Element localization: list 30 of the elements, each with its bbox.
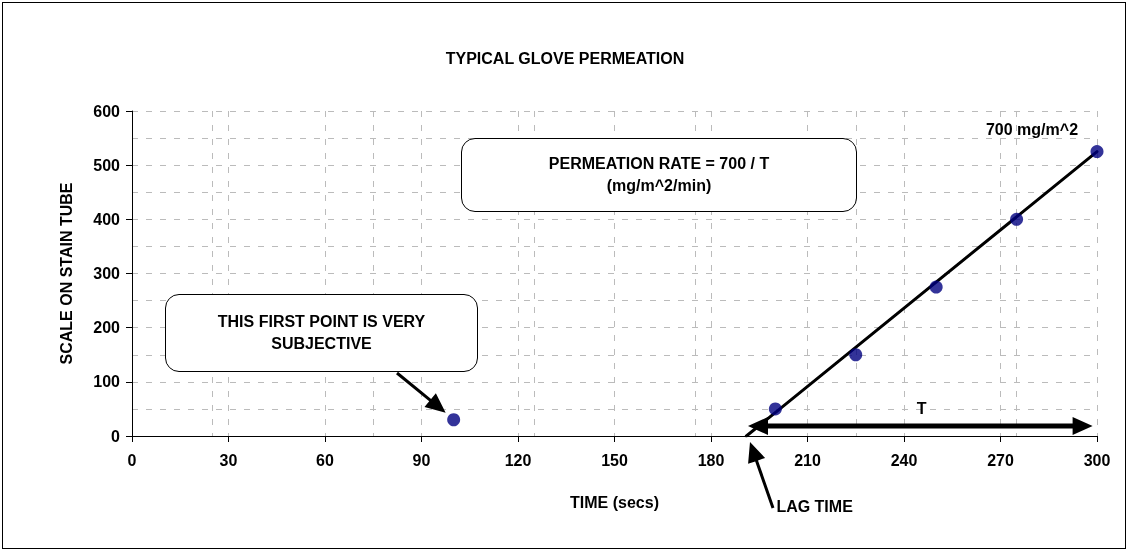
point (1010, 212, 1024, 226)
x-tick-label: 0 (127, 451, 137, 469)
point (849, 348, 863, 362)
x-tick-label: 150 (601, 451, 628, 469)
annotation: T (915, 399, 928, 419)
x-tick-label: 120 (504, 451, 532, 469)
x-tick-label: 30 (219, 451, 238, 469)
x-tick-label: 60 (316, 451, 334, 469)
x-tick-label: 300 (1083, 451, 1111, 469)
chart-title: TYPICAL GLOVE PERMEATION (445, 49, 685, 67)
annotation: 700 mg/m^2 (984, 119, 1080, 140)
x-tick-label: 240 (890, 451, 918, 469)
y-tick-label: 200 (93, 319, 121, 337)
y-axis-title: SCALE ON STAIN TUBE (57, 182, 75, 365)
x-tick-label: 180 (697, 451, 725, 469)
point (768, 402, 782, 416)
text: LAG TIME (776, 497, 853, 517)
x-tick-label: 210 (794, 451, 821, 469)
y-tick-label: 500 (93, 156, 121, 174)
point (1090, 145, 1104, 159)
x-tick-label: 270 (987, 451, 1014, 469)
point (929, 280, 943, 294)
y-tick-label: 400 (93, 210, 121, 228)
x-tick-label: 90 (412, 451, 431, 469)
y-tick-label: 0 (111, 427, 121, 445)
y-tick-label: 300 (93, 265, 121, 282)
y-tick-label: 100 (93, 373, 121, 391)
y-tick-label: 600 (93, 102, 121, 120)
x-axis-title: TIME (secs) (570, 493, 659, 511)
point (447, 413, 461, 427)
